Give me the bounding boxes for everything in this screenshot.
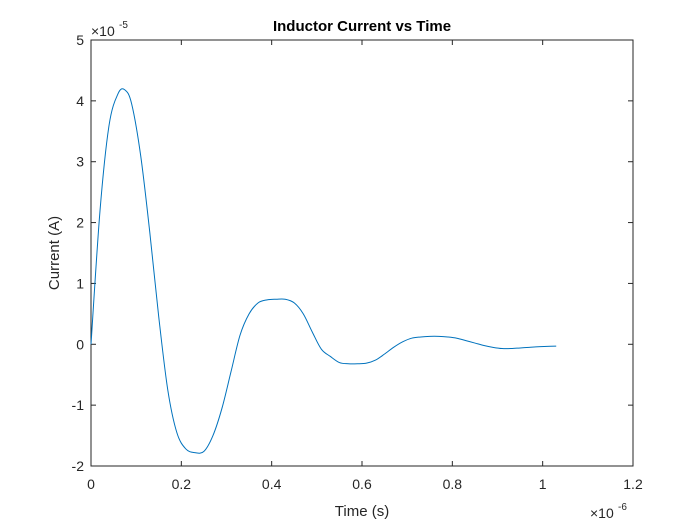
y-axis-label: Current (A) <box>46 216 63 290</box>
x-tick-label: 0.6 <box>352 476 372 492</box>
y-tick-label: 3 <box>76 154 84 170</box>
y-tick-label: 5 <box>76 32 84 48</box>
svg-text:-5: -5 <box>119 20 128 31</box>
svg-text:×10: ×10 <box>590 505 614 521</box>
svg-text:-6: -6 <box>618 502 627 513</box>
x-axis-ticks: 0 0.2 0.4 0.6 0.8 1 1.2 <box>87 40 643 492</box>
x-tick-label: 0.2 <box>172 476 192 492</box>
x-tick-label: 1 <box>539 476 547 492</box>
y-tick-label: -1 <box>72 397 85 413</box>
y-tick-label: 0 <box>76 336 84 352</box>
y-tick-label: 2 <box>76 215 84 231</box>
y-tick-label: -2 <box>72 458 85 474</box>
x-tick-label: 1.2 <box>623 476 643 492</box>
plot-area <box>90 39 634 467</box>
x-tick-label: 0 <box>87 476 95 492</box>
x-tick-label: 0.8 <box>443 476 463 492</box>
svg-text:×10: ×10 <box>91 23 115 39</box>
x-tick-label: 0.4 <box>262 476 282 492</box>
y-tick-label: 1 <box>76 275 84 291</box>
series-line <box>90 88 557 454</box>
y-axis-ticks: -2 -1 0 1 2 3 4 5 <box>72 32 633 474</box>
chart-title: Inductor Current vs Time <box>273 18 451 35</box>
y-exponent-label: ×10 -5 <box>91 20 128 39</box>
y-tick-label: 4 <box>76 93 84 109</box>
x-exponent-label: ×10 -6 <box>590 502 627 521</box>
x-axis-label: Time (s) <box>335 503 389 520</box>
